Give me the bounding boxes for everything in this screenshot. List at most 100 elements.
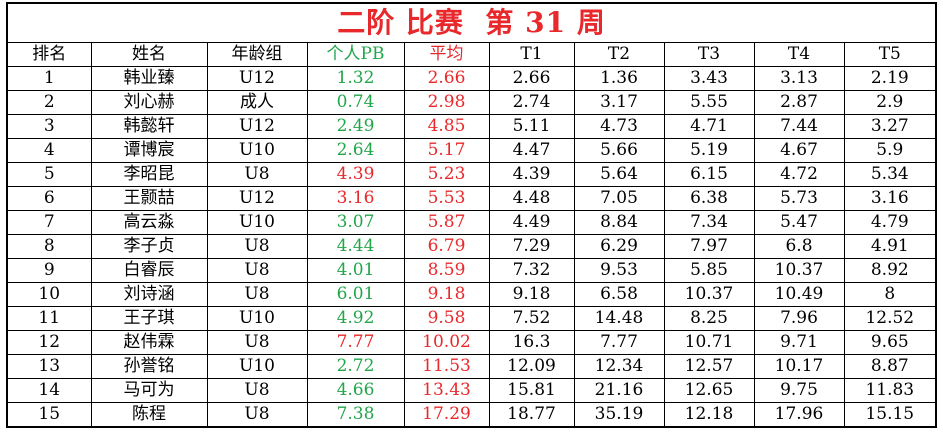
cell: 8.59	[403, 258, 490, 283]
cell: 12.65	[663, 378, 755, 403]
cell: 10.71	[663, 330, 755, 355]
cell: 2	[6, 90, 92, 115]
cell: 11.83	[843, 378, 937, 403]
cell: 16.3	[488, 330, 575, 355]
header-cell: T1	[488, 42, 575, 67]
cell: 10.02	[403, 330, 490, 355]
cell: 12.18	[663, 402, 755, 428]
cell: 8	[843, 282, 937, 307]
cell: 2.66	[488, 66, 575, 91]
cell: 15.15	[843, 402, 937, 428]
data-row: 10 刘诗涵 U8 6.01 9.18 9.18 6.58 10.37 10.49 8	[6, 282, 937, 307]
cell: 2.74	[488, 90, 575, 115]
cell: U12	[206, 66, 308, 91]
cell: 6.38	[663, 186, 755, 211]
cell: 11.53	[403, 354, 490, 379]
cell: 13	[6, 354, 92, 379]
cell: 马可为	[90, 378, 208, 403]
cell: 14.48	[573, 306, 665, 331]
cell: 4.39	[306, 162, 405, 187]
cell: 5.11	[488, 114, 575, 139]
cell: 3	[6, 114, 92, 139]
cell: U10	[206, 210, 308, 235]
cell: 4.66	[306, 378, 405, 403]
cell: 5.85	[663, 258, 755, 283]
cell: 6.01	[306, 282, 405, 307]
header-cell: T2	[573, 42, 665, 67]
cell: 8.84	[573, 210, 665, 235]
cell: 3.27	[843, 114, 937, 139]
cell: 7.32	[488, 258, 575, 283]
cell: 陈程	[90, 402, 208, 428]
cell: 4.73	[573, 114, 665, 139]
cell: 刘诗涵	[90, 282, 208, 307]
cell: 21.16	[573, 378, 665, 403]
cell: 3.17	[573, 90, 665, 115]
cell: 4.79	[843, 210, 937, 235]
cell: 5.23	[403, 162, 490, 187]
cell: 15.81	[488, 378, 575, 403]
cell: 6.29	[573, 234, 665, 259]
cell: U8	[206, 282, 308, 307]
cell: 5	[6, 162, 92, 187]
cell: 李昭昆	[90, 162, 208, 187]
header-cell: 个人PB	[306, 42, 405, 67]
cell: 2.87	[753, 90, 845, 115]
cell: 13.43	[403, 378, 490, 403]
cell: 7.96	[753, 306, 845, 331]
cell: U10	[206, 138, 308, 163]
cell: 6.58	[573, 282, 665, 307]
data-row: 15 陈程 U8 7.38 17.29 18.77 35.19 12.18 17.96 15.15	[6, 402, 937, 428]
cell: 12.34	[573, 354, 665, 379]
cell: 5.73	[753, 186, 845, 211]
cell: 10.37	[663, 282, 755, 307]
cell: 9.58	[403, 306, 490, 331]
header-cell: T4	[753, 42, 845, 67]
cell: 10.37	[753, 258, 845, 283]
cell: 5.87	[403, 210, 490, 235]
cell: 6	[6, 186, 92, 211]
cell: U10	[206, 306, 308, 331]
cell: 4.39	[488, 162, 575, 187]
cell: 10	[6, 282, 92, 307]
data-row: 7 高云淼 U10 3.07 5.87 4.49 8.84 7.34 5.47 4.79	[6, 210, 937, 235]
cell: 2.49	[306, 114, 405, 139]
cell: 6.79	[403, 234, 490, 259]
cell: 6.15	[663, 162, 755, 187]
cell: 谭博宸	[90, 138, 208, 163]
cell: 14	[6, 378, 92, 403]
cell: 2.98	[403, 90, 490, 115]
title: 二阶 比赛 第 31 周	[6, 2, 937, 43]
cell: 王颢喆	[90, 186, 208, 211]
cell: 35.19	[573, 402, 665, 428]
cell: 5.19	[663, 138, 755, 163]
cell: U8	[206, 330, 308, 355]
cell: 2.64	[306, 138, 405, 163]
cell: 4.92	[306, 306, 405, 331]
cell: 3.16	[843, 186, 937, 211]
cell: 成人	[206, 90, 308, 115]
cell: 2.19	[843, 66, 937, 91]
score-table: 二阶 比赛 第 31 周 排名 姓名 年龄组 个人PB 平均 T1 T2 T3 T4 T5 1 韩业臻…	[6, 2, 938, 428]
cell: U8	[206, 234, 308, 259]
cell: 9.18	[488, 282, 575, 307]
cell: 1	[6, 66, 92, 91]
cell: 12	[6, 330, 92, 355]
cell: 7	[6, 210, 92, 235]
header-cell: 排名	[6, 42, 92, 67]
data-row: 1 韩业臻 U12 1.32 2.66 2.66 1.36 3.43 3.13 2.19	[6, 66, 937, 91]
cell: 9.71	[753, 330, 845, 355]
cell: 4.85	[403, 114, 490, 139]
cell: 赵伟霖	[90, 330, 208, 355]
data-row: 3 韩懿轩 U12 2.49 4.85 5.11 4.73 4.71 7.44 3.27	[6, 114, 937, 139]
cell: 4	[6, 138, 92, 163]
header-cell: T5	[843, 42, 937, 67]
cell: 9.53	[573, 258, 665, 283]
cell: 7.44	[753, 114, 845, 139]
data-row: 4 谭博宸 U10 2.64 5.17 4.47 5.66 5.19 4.67 5.9	[6, 138, 937, 163]
sheet: 二阶 比赛 第 31 周 排名 姓名 年龄组 个人PB 平均 T1 T2 T3 T4 T5 1 韩业臻…	[6, 2, 938, 428]
cell: U8	[206, 258, 308, 283]
cell: 1.36	[573, 66, 665, 91]
cell: 7.77	[573, 330, 665, 355]
